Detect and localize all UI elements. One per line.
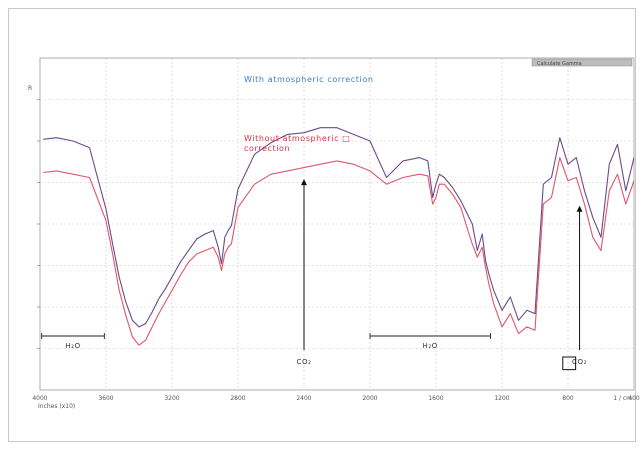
annotation-without-correction-line2: correction bbox=[244, 144, 290, 153]
legend-box bbox=[531, 58, 633, 67]
x-tick-label: 2400 bbox=[296, 395, 311, 402]
series-line-without-correction bbox=[43, 157, 635, 346]
x-tick-label: 4000 bbox=[32, 395, 47, 402]
x-tick-label: 400 bbox=[628, 395, 640, 402]
legend-box-text: Calculate Gamma bbox=[537, 61, 582, 67]
x-tick-label: 1200 bbox=[494, 395, 509, 402]
x-tick-label: 2800 bbox=[230, 395, 245, 402]
x-corner-label-left: Inches (x10) bbox=[38, 403, 75, 410]
co2-label-1: CO₂ bbox=[296, 358, 311, 366]
h2o-label-2: H₂O bbox=[423, 342, 438, 350]
co2-label-2: CO₂ bbox=[572, 358, 587, 366]
x-tick-label: 800 bbox=[562, 395, 574, 402]
co2-arrow-head bbox=[576, 205, 583, 212]
series-line-with-correction bbox=[43, 127, 635, 328]
x-tick-label: 3200 bbox=[164, 395, 179, 402]
x-corner-label-right: 1 / cm bbox=[613, 395, 632, 402]
co2-arrow-head bbox=[301, 179, 307, 186]
co2-right-prefix-glyph: □ bbox=[561, 352, 579, 373]
x-tick-label: 2000 bbox=[362, 395, 377, 402]
x-tick-label: 1600 bbox=[428, 395, 443, 402]
annotation-without-correction-line1: Without atmospheric □ bbox=[244, 134, 350, 143]
y-marker-label: R bbox=[28, 85, 32, 92]
x-tick-label: 3600 bbox=[98, 395, 113, 402]
h2o-label-1: H₂O bbox=[65, 342, 80, 350]
annotation-with-correction: With atmospheric correction bbox=[244, 75, 374, 84]
